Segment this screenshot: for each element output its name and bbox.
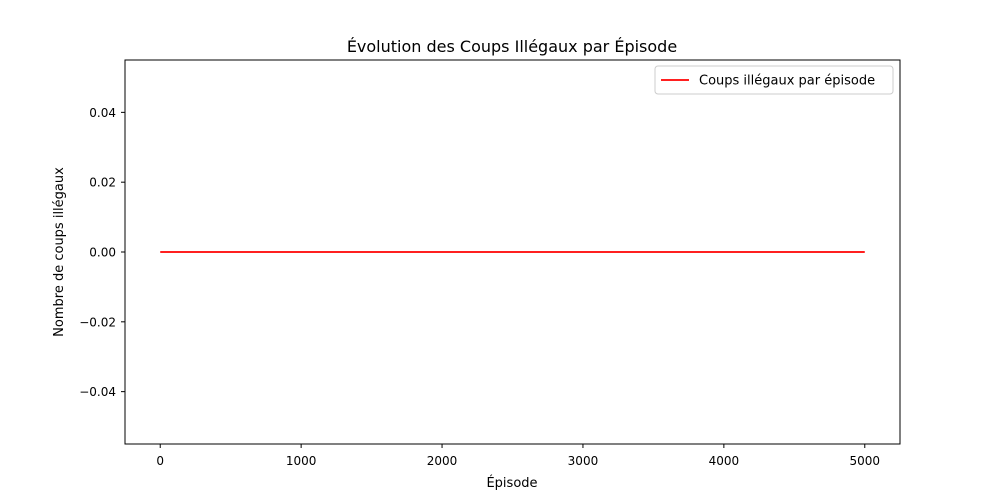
y-tick-label: −0.04 <box>79 385 116 399</box>
legend-box <box>654 65 894 95</box>
chart-title: Évolution des Coups Illégaux par Épisode <box>347 37 677 56</box>
legend: Coups illégaux par épisode <box>654 65 894 95</box>
x-tick-label: 4000 <box>709 454 740 468</box>
x-tick-label: 0 <box>156 454 164 468</box>
y-tick-label: 0.04 <box>89 106 116 120</box>
y-axis: 0.04 0.02 0.00 −0.02 −0.04 <box>79 106 125 399</box>
x-tick-label: 1000 <box>286 454 317 468</box>
legend-label: Coups illégaux par épisode <box>699 74 875 89</box>
x-tick-label: 3000 <box>568 454 599 468</box>
y-axis-label: Nombre de coups illégaux <box>52 167 67 337</box>
x-axis-label: Épisode <box>486 475 537 491</box>
y-tick-label: 0.02 <box>89 176 116 190</box>
y-tick-label: 0.00 <box>89 246 116 260</box>
x-tick-label: 2000 <box>427 454 458 468</box>
x-tick-label: 5000 <box>849 454 880 468</box>
x-axis: 0 1000 2000 3000 4000 5000 <box>156 444 880 468</box>
y-tick-label: −0.02 <box>79 315 116 329</box>
